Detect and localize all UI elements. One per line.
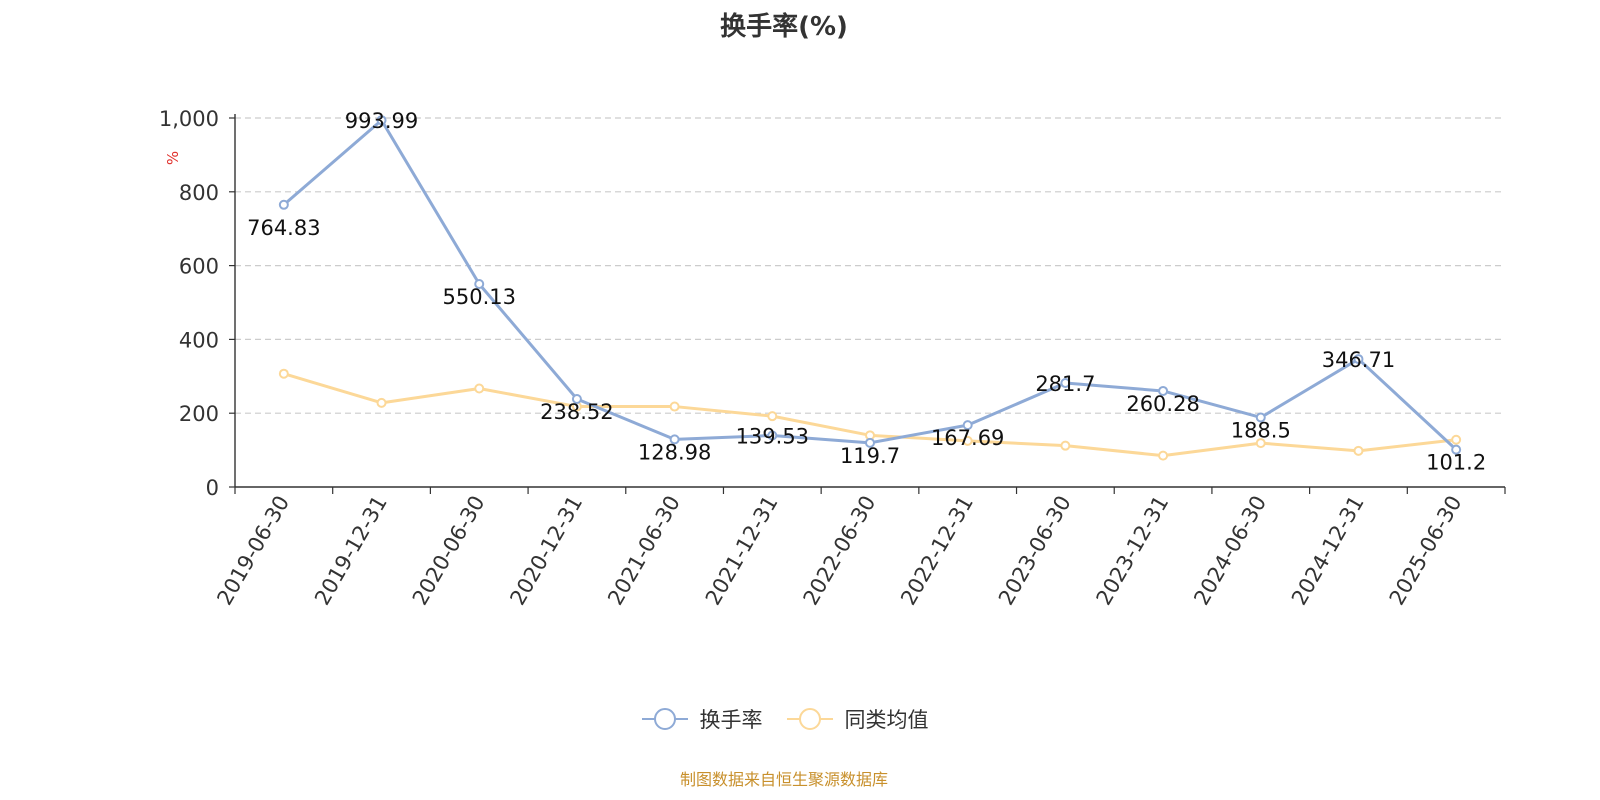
y-tick-label: 0 [206,476,219,500]
data-label: 281.7 [1035,372,1095,396]
data-point [1451,444,1462,455]
x-tick-label: 2020-06-30 [408,492,490,610]
data-point [962,435,973,446]
x-tick-label: 2024-06-30 [1189,492,1271,610]
data-point [1158,450,1169,461]
data-point [1353,445,1364,456]
x-tick-label: 2020-12-31 [505,492,587,610]
data-point [474,279,485,290]
y-tick-label: 1,000 [159,107,219,131]
data-point [1353,354,1364,365]
data-point [1451,434,1462,445]
data-point [767,430,778,441]
data-point [669,401,680,412]
data-label: 550.13 [442,285,515,309]
y-tick-label: 200 [179,402,219,426]
data-point [1255,412,1266,423]
series-lines [278,115,1462,461]
data-label: 119.7 [840,444,900,468]
data-label: 139.53 [736,425,809,449]
data-label: 260.28 [1126,392,1199,416]
data-label: 128.98 [638,440,711,464]
y-axis-label: % [164,151,182,165]
data-point [767,411,778,422]
data-label: 167.69 [931,426,1004,450]
data-label: 238.52 [540,400,613,424]
x-tick-label: 2025-06-30 [1385,492,1467,610]
data-label: 101.2 [1426,451,1486,475]
data-label: 764.83 [247,216,320,240]
x-tick-label: 2021-06-30 [603,492,685,610]
data-labels: 764.83 993.99 550.13 238.52 128.98 139.53 119.… [247,109,1486,474]
data-label: 346.71 [1322,348,1395,372]
x-tick-label: 2024-12-31 [1287,492,1369,610]
y-tick-label: 400 [179,328,219,352]
data-label: 993.99 [345,109,418,133]
y-tick-label: 600 [179,255,219,279]
legend-label-turnover: 换手率 [699,708,763,732]
x-tick-label: 2019-06-30 [212,492,294,610]
chart-title: 换手率(%) [720,12,848,42]
x-tick-label: 2019-12-31 [310,492,392,610]
data-point [1158,385,1169,396]
data-point [474,383,485,394]
x-tick-label: 2022-06-30 [799,492,881,610]
x-tick-label: 2022-12-31 [896,492,978,610]
x-tick-label: 2023-12-31 [1092,492,1174,610]
grid-lines [235,117,1505,414]
legend-item-turnover[interactable]: 换手率 [640,704,763,734]
data-point [1060,440,1071,451]
data-point [1060,378,1071,389]
x-tick-label: 2023-06-30 [994,492,1076,610]
data-point [376,115,387,126]
data-point [376,397,387,408]
data-point [278,368,289,379]
data-point [669,434,680,445]
data-point [1255,438,1266,449]
data-point [571,393,582,404]
x-tick-label: 2021-12-31 [701,492,783,610]
y-tick-label: 800 [179,181,219,205]
data-point [962,420,973,431]
data-label: 188.5 [1231,418,1291,442]
legend-swatch-peer-average-icon [786,708,833,730]
legend: 换手率 同类均值 [0,704,1568,734]
source-note: 制图数据来自恒生聚源数据库 [679,770,888,789]
legend-swatch-turnover-icon [641,708,688,730]
legend-label-peer-average: 同类均值 [844,708,929,732]
data-point [278,199,289,210]
data-point [865,437,875,448]
legend-item-peer-average[interactable]: 同类均值 [785,704,929,734]
